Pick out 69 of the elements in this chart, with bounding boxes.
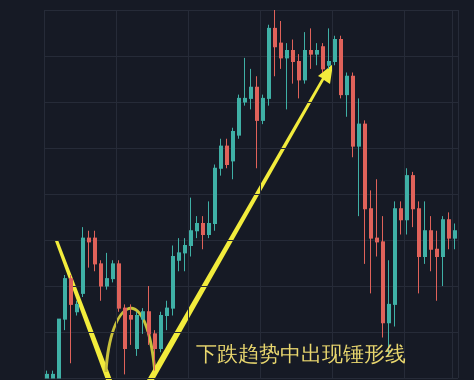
- candlestick: [63, 274, 67, 331]
- candlestick: [339, 35, 343, 99]
- candlestick: [177, 238, 181, 272]
- candlestick: [147, 286, 151, 346]
- candlestick: [309, 28, 313, 70]
- candlestick: [69, 274, 73, 364]
- candlestick: [435, 230, 439, 302]
- candlestick: [393, 200, 397, 327]
- candlestick: [231, 127, 235, 180]
- candlestick: [237, 94, 241, 140]
- candlestick: [225, 138, 229, 169]
- candlestick: [411, 171, 415, 228]
- candlestick: [153, 330, 157, 372]
- candlestick: [123, 304, 127, 375]
- candlestick: [75, 300, 79, 316]
- candlestick: [201, 216, 205, 250]
- candlestick: [219, 138, 223, 176]
- candlestick: [375, 178, 379, 258]
- candlestick: [183, 238, 187, 272]
- candlestick: [297, 54, 301, 99]
- candlestick: [333, 35, 337, 66]
- candlestick: [189, 197, 193, 258]
- candlestick: [441, 216, 445, 286]
- candlestick: [303, 32, 307, 84]
- candlestick: [171, 245, 175, 316]
- candlestick: [165, 300, 169, 331]
- candlestick: [87, 230, 91, 268]
- candlestick: [81, 226, 85, 298]
- candlestick: [51, 370, 55, 378]
- candlestick: [447, 212, 451, 250]
- candlestick: [261, 94, 265, 125]
- candlestick: [93, 230, 97, 272]
- candlestick: [159, 311, 163, 353]
- candlestick: [381, 216, 385, 338]
- candlestick: [57, 318, 61, 378]
- candlestick: [423, 200, 427, 264]
- candlestick: [363, 120, 367, 264]
- candlestick: [357, 98, 361, 217]
- candlestick: [285, 42, 289, 110]
- candlestick: [279, 20, 283, 70]
- annotation: 下跌趋势中出现锤形线: [196, 341, 406, 368]
- candlestick: [453, 222, 457, 250]
- candlestick: [129, 304, 133, 346]
- candlestick: [429, 216, 433, 272]
- candlestick: [243, 57, 247, 106]
- candlestick: [105, 252, 109, 290]
- candlestick: [315, 42, 319, 66]
- candlestick: [345, 72, 349, 118]
- candlestick: [417, 200, 421, 294]
- candlestick: [267, 24, 271, 106]
- candlestick: [111, 260, 115, 283]
- candlestick: [327, 28, 331, 70]
- candlestick: [273, 10, 277, 77]
- candlestick: [291, 38, 295, 84]
- candlestick: [369, 190, 373, 294]
- candlestick: [45, 370, 49, 378]
- candlestick: [351, 72, 355, 158]
- candlestick: [255, 76, 259, 169]
- candlestick: [195, 216, 199, 239]
- candlestick: [141, 308, 145, 334]
- candlestick: [213, 164, 217, 232]
- candlestick: [99, 260, 103, 302]
- candlestick: [249, 68, 253, 110]
- candlestick: [405, 168, 409, 235]
- candlestick: [399, 200, 403, 235]
- candlestick: [135, 311, 139, 356]
- candlestick: [207, 200, 211, 239]
- candlestick: [321, 42, 325, 74]
- candlestick: [117, 260, 121, 312]
